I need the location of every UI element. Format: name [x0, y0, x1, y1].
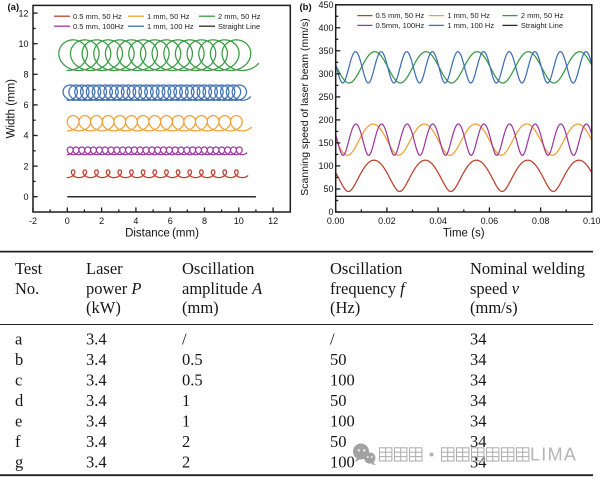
svg-text:Test: Test: [15, 259, 43, 278]
svg-text:b: b: [15, 350, 23, 369]
svg-text:e: e: [15, 411, 22, 430]
svg-text:2: 2: [182, 432, 190, 451]
svg-text:Laser: Laser: [86, 259, 123, 278]
svg-text:a: a: [15, 329, 23, 348]
svg-text:/: /: [182, 329, 187, 348]
svg-text:2 mm, 50 Hz: 2 mm, 50 Hz: [521, 11, 564, 20]
svg-text:/: /: [330, 329, 335, 348]
svg-text:Width (mm): Width (mm): [6, 79, 18, 139]
svg-text:frequency f: frequency f: [330, 279, 407, 298]
svg-text:0: 0: [23, 192, 28, 202]
svg-text:3.4: 3.4: [86, 452, 107, 471]
svg-text:0.08: 0.08: [532, 216, 550, 226]
svg-text:2: 2: [182, 452, 190, 471]
svg-text:250: 250: [318, 92, 333, 102]
svg-text:0.5: 0.5: [182, 350, 203, 369]
svg-text:4: 4: [23, 131, 28, 141]
svg-text:Scanning speed of laser beam (: Scanning speed of laser beam (mm/s): [299, 18, 311, 195]
svg-text:0: 0: [328, 207, 333, 217]
svg-text:34: 34: [470, 329, 487, 348]
svg-text:34: 34: [470, 452, 487, 471]
svg-text:0.5 mm, 100Hz: 0.5 mm, 100Hz: [73, 22, 124, 31]
svg-text:100: 100: [330, 411, 355, 430]
svg-text:3.4: 3.4: [86, 370, 107, 389]
svg-text:34: 34: [470, 411, 487, 430]
svg-text:10: 10: [18, 39, 28, 49]
svg-text:50: 50: [330, 432, 347, 451]
svg-text:3.4: 3.4: [86, 391, 107, 410]
svg-text:34: 34: [470, 350, 487, 369]
svg-text:200: 200: [318, 115, 333, 125]
svg-text:2 mm, 50 Hz: 2 mm, 50 Hz: [218, 12, 261, 21]
svg-text:(a): (a): [8, 2, 20, 13]
svg-text:c: c: [15, 370, 22, 389]
svg-text:6: 6: [168, 216, 173, 226]
svg-text:3.4: 3.4: [86, 329, 107, 348]
svg-text:power P: power P: [86, 279, 141, 298]
svg-text:0.5 mm, 50 Hz: 0.5 mm, 50 Hz: [376, 11, 425, 20]
svg-text:Straight Line: Straight Line: [218, 22, 260, 31]
svg-text:0.5: 0.5: [182, 370, 203, 389]
svg-text:0.5 mm, 50 Hz: 0.5 mm, 50 Hz: [73, 12, 122, 21]
svg-text:amplitude A: amplitude A: [182, 279, 263, 298]
svg-text:1: 1: [182, 411, 190, 430]
svg-text:speed v: speed v: [470, 279, 520, 298]
svg-text:100: 100: [330, 452, 355, 471]
svg-text:0: 0: [65, 216, 70, 226]
svg-text:Straight Line: Straight Line: [521, 21, 563, 30]
svg-text:(b): (b): [300, 2, 312, 13]
svg-text:0.10: 0.10: [583, 216, 600, 226]
svg-text:1 mm, 100 Hz: 1 mm, 100 Hz: [147, 22, 194, 31]
svg-text:34: 34: [470, 391, 487, 410]
svg-text:34: 34: [470, 370, 487, 389]
svg-text:LIMA: LIMA: [530, 445, 577, 465]
svg-text:Nominal welding: Nominal welding: [470, 259, 585, 278]
svg-text:4: 4: [133, 216, 138, 226]
svg-text:1: 1: [182, 391, 190, 410]
svg-text:(mm): (mm): [182, 298, 219, 317]
svg-text:0.06: 0.06: [481, 216, 499, 226]
svg-text:150: 150: [318, 138, 333, 148]
svg-text:(mm/s): (mm/s): [470, 298, 518, 317]
svg-text:Oscillation: Oscillation: [330, 259, 402, 278]
svg-text:3.4: 3.4: [86, 411, 107, 430]
svg-text:(kW): (kW): [86, 298, 121, 317]
svg-text:0.5mm, 100Hz: 0.5mm, 100Hz: [376, 21, 425, 30]
svg-text:d: d: [15, 391, 24, 410]
svg-text:12: 12: [268, 216, 278, 226]
svg-text:350: 350: [318, 46, 333, 56]
svg-text:12: 12: [18, 8, 28, 18]
svg-text:-2: -2: [29, 216, 37, 226]
svg-text:Distance (mm): Distance (mm): [125, 228, 199, 240]
svg-text:400: 400: [318, 23, 333, 33]
svg-text:8: 8: [23, 70, 28, 80]
svg-text:0.02: 0.02: [378, 216, 396, 226]
svg-text:Time (s): Time (s): [443, 228, 485, 240]
svg-text:3.4: 3.4: [86, 350, 107, 369]
svg-text:300: 300: [318, 69, 333, 79]
svg-text:1 mm, 100 Hz: 1 mm, 100 Hz: [447, 21, 494, 30]
svg-text:10: 10: [234, 216, 244, 226]
svg-text:34: 34: [470, 432, 487, 451]
svg-text:1 mm, 50 Hz: 1 mm, 50 Hz: [447, 11, 490, 20]
svg-text:3.4: 3.4: [86, 432, 107, 451]
svg-text:f: f: [15, 432, 21, 451]
svg-text:50: 50: [330, 391, 347, 410]
svg-text:No.: No.: [15, 279, 39, 298]
svg-text:100: 100: [318, 161, 333, 171]
svg-text:0.00: 0.00: [327, 216, 345, 226]
svg-text:2: 2: [99, 216, 104, 226]
svg-text:6: 6: [23, 100, 28, 110]
svg-text:Oscillation: Oscillation: [182, 259, 254, 278]
svg-text:8: 8: [202, 216, 207, 226]
svg-text:50: 50: [323, 184, 333, 194]
svg-text:0.04: 0.04: [429, 216, 447, 226]
svg-text:50: 50: [330, 350, 347, 369]
svg-text:1 mm, 50 Hz: 1 mm, 50 Hz: [147, 12, 190, 21]
svg-text:(Hz): (Hz): [330, 298, 360, 317]
svg-text:450: 450: [318, 0, 333, 10]
svg-text:g: g: [15, 452, 23, 471]
svg-text:100: 100: [330, 370, 355, 389]
svg-text:2: 2: [23, 161, 28, 171]
